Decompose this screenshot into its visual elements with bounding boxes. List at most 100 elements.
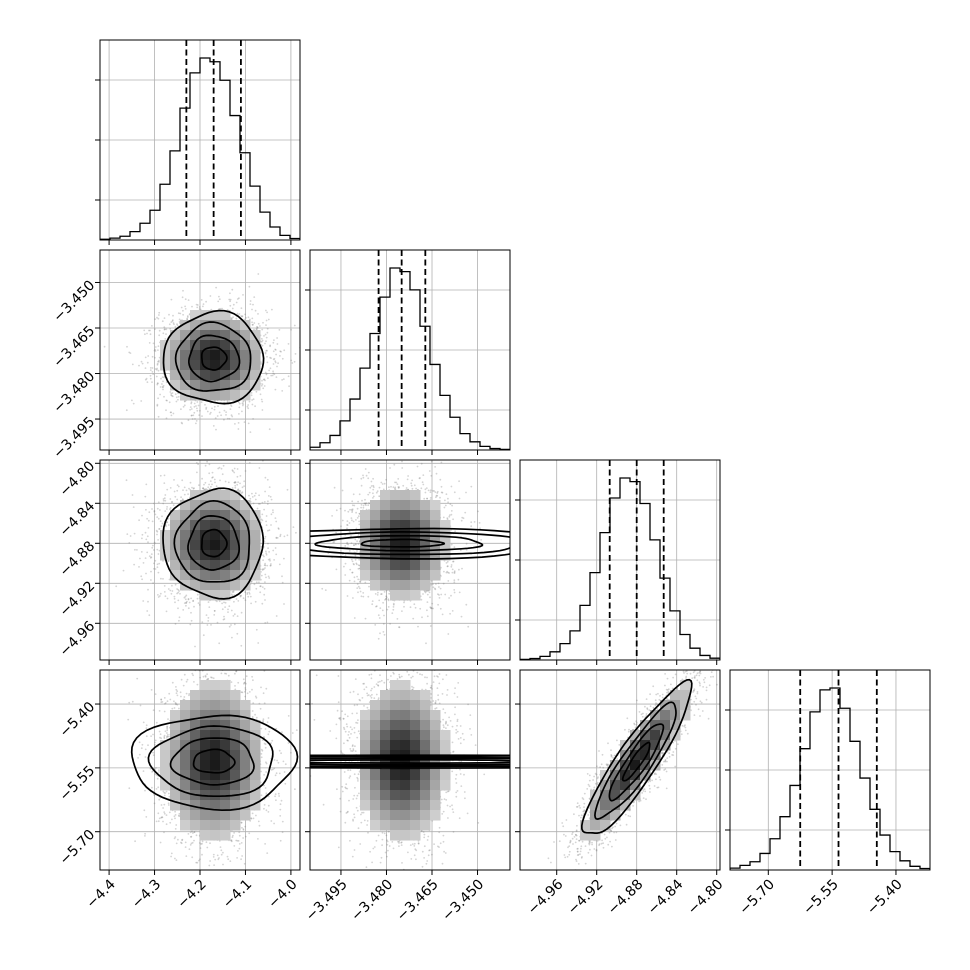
sample-point	[168, 578, 171, 581]
sample-point	[214, 481, 216, 484]
sample-point	[207, 617, 210, 619]
sample-point	[252, 398, 255, 401]
sample-point	[259, 325, 261, 327]
sample-point	[281, 581, 284, 584]
sample-point	[153, 542, 156, 545]
sample-point	[164, 494, 167, 496]
density-cell	[170, 380, 181, 391]
sample-point	[224, 606, 227, 608]
sample-point	[195, 420, 198, 422]
sample-point	[145, 483, 148, 486]
sample-point	[247, 316, 250, 319]
density-cell	[180, 340, 191, 351]
sample-point	[190, 414, 193, 417]
sample-point	[159, 520, 162, 522]
sample-point	[202, 305, 204, 308]
sample-point	[196, 401, 199, 403]
sample-point	[261, 513, 264, 516]
sample-point	[126, 345, 128, 348]
sample-point	[153, 349, 156, 352]
sample-point	[169, 411, 172, 414]
sample-point	[242, 294, 244, 296]
sample-point	[251, 323, 254, 326]
sample-point	[165, 333, 167, 335]
sample-point	[266, 503, 269, 505]
sample-point	[272, 350, 275, 353]
density-cell	[240, 350, 251, 361]
sample-point	[172, 412, 175, 415]
sample-point	[169, 487, 172, 489]
sample-point	[198, 414, 201, 416]
density-cell	[200, 370, 211, 381]
sample-point	[268, 369, 270, 372]
sample-point	[280, 350, 282, 353]
sample-point	[230, 405, 233, 407]
sample-point	[228, 625, 231, 628]
sample-point	[251, 496, 254, 498]
sample-point	[180, 421, 183, 424]
sample-point	[221, 608, 224, 611]
sample-point	[244, 599, 247, 601]
sample-point	[157, 501, 160, 504]
sample-point	[134, 548, 136, 551]
sample-point	[245, 317, 247, 319]
sample-point	[160, 577, 162, 580]
sample-point	[182, 313, 185, 316]
sample-point	[251, 321, 254, 324]
sample-point	[218, 642, 221, 645]
sample-point	[270, 357, 272, 359]
sample-point	[153, 541, 156, 544]
sample-point	[205, 408, 208, 410]
sample-point	[206, 460, 209, 463]
sample-point	[166, 399, 168, 402]
sample-point	[140, 551, 143, 553]
sample-point	[150, 579, 152, 581]
sample-point	[275, 537, 278, 539]
sample-point	[236, 312, 239, 315]
sample-point	[236, 632, 239, 635]
sample-point	[233, 481, 236, 484]
sample-point	[177, 312, 180, 315]
sample-point	[251, 399, 254, 401]
sample-point	[204, 481, 207, 484]
sample-point	[283, 535, 286, 538]
sample-point	[213, 610, 216, 612]
sample-point	[157, 345, 160, 348]
sample-point	[230, 317, 233, 319]
sample-point	[268, 551, 270, 553]
sample-point	[232, 446, 234, 448]
sample-point	[251, 308, 253, 311]
density-cell	[220, 380, 231, 391]
density-cell	[220, 390, 231, 401]
sample-point	[189, 623, 192, 626]
sample-point	[182, 489, 184, 492]
sample-point	[166, 521, 169, 524]
sample-point	[156, 316, 158, 319]
sample-point	[273, 357, 276, 360]
sample-point	[231, 415, 234, 418]
sample-point	[294, 353, 297, 355]
sample-point	[232, 470, 234, 473]
sample-point	[250, 394, 253, 397]
density-cell	[240, 330, 251, 341]
density-cell	[190, 310, 201, 321]
sample-point	[169, 328, 172, 330]
sample-point	[176, 588, 179, 590]
sample-point	[253, 583, 256, 586]
density-cell	[210, 320, 221, 331]
sample-point	[218, 298, 221, 301]
sample-point	[157, 594, 159, 596]
sample-point	[301, 532, 303, 534]
sample-point	[237, 422, 240, 424]
sample-point	[163, 376, 166, 379]
sample-point	[183, 486, 186, 489]
sample-point	[261, 344, 264, 347]
sample-point	[157, 553, 160, 555]
sample-point	[170, 414, 173, 417]
sample-point	[250, 602, 253, 605]
sample-point	[232, 590, 235, 592]
sample-point	[174, 495, 177, 498]
sample-point	[234, 481, 237, 483]
sample-point	[275, 553, 278, 556]
density-cell	[160, 350, 171, 361]
